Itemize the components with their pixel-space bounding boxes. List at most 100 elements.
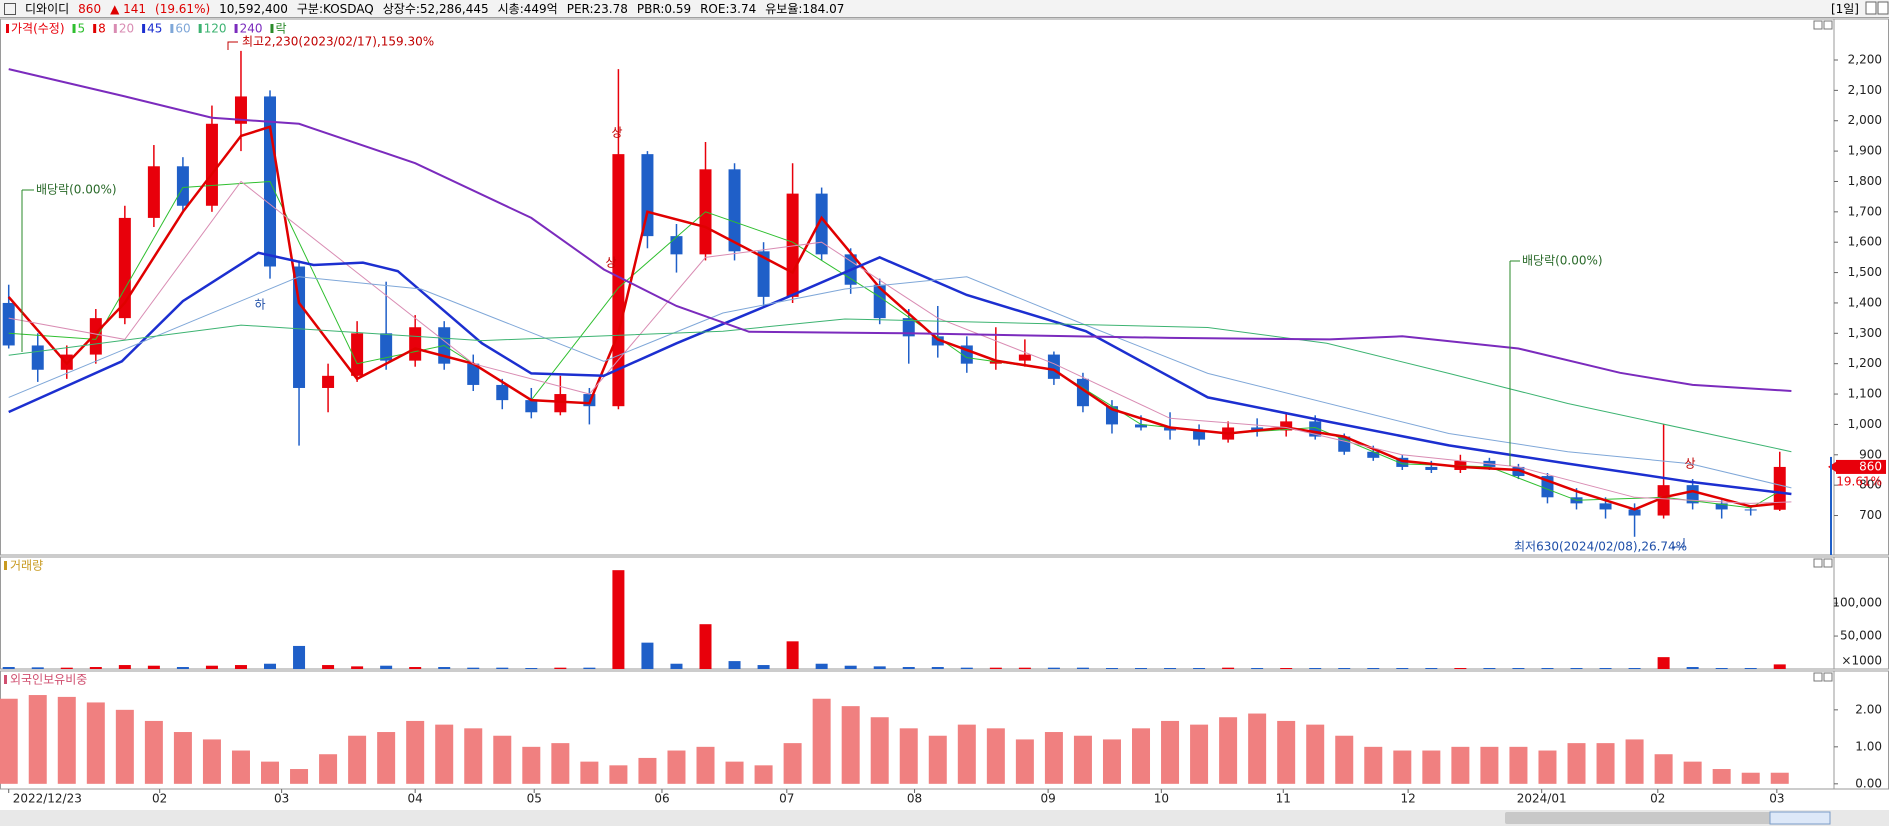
y-tick-label: 1,600	[1848, 235, 1882, 249]
candle-body	[1251, 427, 1264, 431]
y-tick-label: 1,700	[1848, 204, 1882, 218]
candle-body	[1280, 421, 1293, 431]
panel-title-swatch	[4, 561, 7, 570]
legend-swatch	[93, 24, 97, 33]
bar	[1628, 668, 1641, 670]
scrollbar[interactable]	[0, 810, 1889, 826]
panel-button[interactable]	[1813, 20, 1823, 30]
bar	[118, 665, 131, 669]
candle-body	[31, 345, 44, 370]
zoom-slider[interactable]	[1769, 811, 1831, 825]
candle-body	[1773, 466, 1786, 510]
bar	[1132, 728, 1151, 784]
panel-button[interactable]	[1823, 20, 1833, 30]
limit-mark: 상	[611, 126, 622, 140]
bar	[464, 728, 483, 784]
x-tick-label: 08	[907, 792, 922, 806]
x-tick-label: 11	[1276, 792, 1291, 806]
bar	[176, 667, 189, 669]
bar	[1248, 713, 1267, 784]
y-tick-label: 1,000	[1848, 417, 1882, 431]
bar	[234, 665, 247, 669]
legend-swatch	[6, 24, 9, 33]
y-tick-label: 2,100	[1848, 83, 1882, 97]
bar	[144, 720, 163, 784]
bar	[1744, 668, 1757, 670]
bar	[986, 728, 1005, 784]
candle-body	[670, 236, 683, 255]
candle-body	[351, 333, 364, 376]
bar	[1567, 743, 1586, 784]
bar	[1396, 668, 1409, 670]
price: 860	[78, 2, 102, 16]
x-tick-label: 02	[152, 792, 167, 806]
field: PER:23.78	[566, 2, 628, 16]
bar	[1164, 668, 1177, 670]
candle-body	[147, 166, 160, 218]
period[interactable]: [1일]	[1830, 2, 1859, 16]
bar	[641, 642, 654, 669]
bar	[757, 665, 770, 669]
bar	[57, 696, 76, 784]
legend-label: 8	[98, 22, 106, 36]
bar	[348, 735, 367, 784]
bar	[786, 641, 799, 669]
candle-body	[1686, 485, 1699, 504]
legend-swatch	[170, 24, 174, 33]
window-button[interactable]	[1877, 1, 1889, 15]
candle-body	[2, 302, 15, 346]
candle-body	[815, 193, 828, 255]
y-tick-label: 1,200	[1848, 356, 1882, 370]
bar	[844, 665, 857, 669]
bar	[1596, 743, 1615, 784]
bar	[1335, 735, 1354, 784]
legend-swatch	[270, 24, 274, 33]
bar	[1512, 668, 1525, 670]
bar	[554, 667, 567, 669]
candle-body	[234, 96, 247, 124]
bar	[841, 706, 860, 784]
panel-button[interactable]	[1823, 672, 1833, 682]
candle-body	[1367, 451, 1380, 458]
scroll-thumb[interactable]	[1505, 812, 1805, 824]
panel-button[interactable]	[1813, 672, 1823, 682]
bar	[638, 757, 657, 784]
annotation-low: 최저630(2024/02/08),26.74%	[1514, 540, 1687, 554]
legend-swatch	[142, 24, 146, 33]
bar	[31, 667, 44, 669]
candle-body	[467, 363, 480, 385]
window-button[interactable]	[1865, 1, 1877, 15]
bar	[1657, 657, 1670, 669]
checkbox[interactable]	[4, 3, 16, 15]
candle-body	[1396, 457, 1409, 467]
candle-body	[728, 169, 741, 252]
y-tick-label: 2.00	[1855, 702, 1882, 716]
y-tick-label: 1,500	[1848, 265, 1882, 279]
bar	[670, 663, 683, 669]
legend-swatch	[72, 24, 76, 33]
candle-body	[1599, 503, 1612, 510]
bar	[1773, 664, 1786, 669]
change-tag-label: 19.61%	[1836, 474, 1882, 488]
y-tick-label: 700	[1859, 508, 1882, 522]
candle-body	[1657, 485, 1670, 516]
panel-button[interactable]	[1823, 558, 1833, 568]
panel-button[interactable]	[1813, 558, 1823, 568]
y-tick-label: 0.00	[1855, 776, 1882, 790]
field: PBR:0.59	[636, 2, 692, 16]
ma-line	[8, 251, 1792, 496]
field: 상장수:52,286,445	[382, 2, 489, 16]
bar	[147, 665, 160, 669]
bar	[1541, 668, 1554, 670]
bar	[1683, 761, 1702, 784]
candle-body	[1628, 509, 1641, 516]
x-tick-label: 05	[527, 792, 542, 806]
legend-label: 가격(수정)	[11, 22, 65, 36]
candle-body	[380, 333, 393, 361]
bar	[525, 668, 538, 670]
bar	[2, 667, 15, 669]
bar	[1509, 746, 1528, 784]
header: 디와이디 860 ▲ 141 (19.61%) 10,592,400 구분:KO…	[0, 0, 1889, 18]
bar	[1483, 668, 1496, 670]
